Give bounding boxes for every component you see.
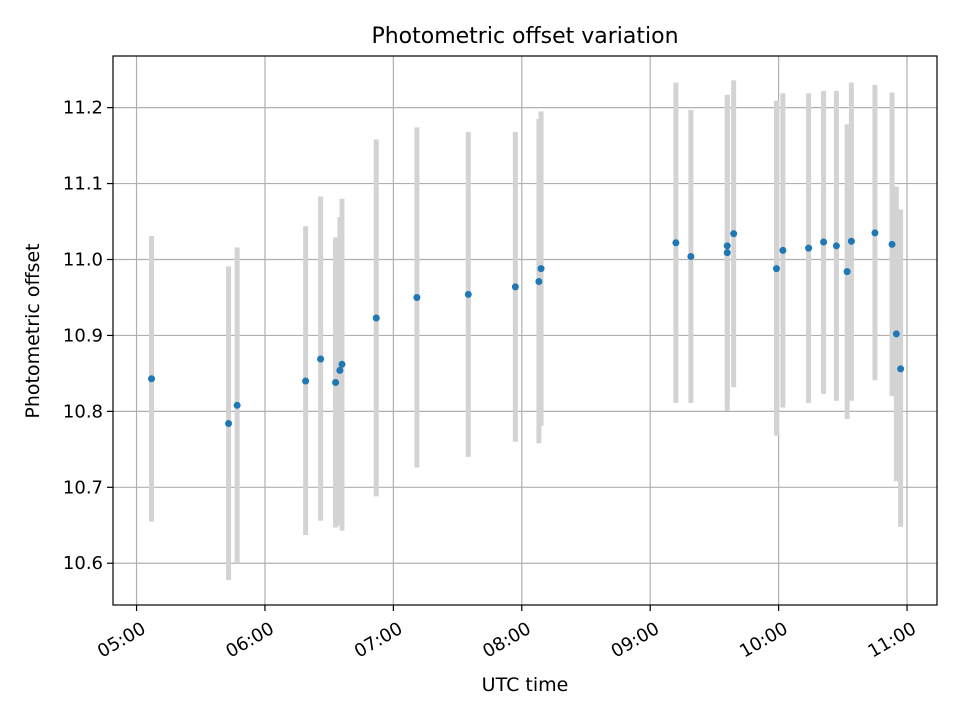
y-tick-label: 11.2 <box>63 98 103 119</box>
y-tick-label: 11.1 <box>63 174 103 195</box>
data-point <box>723 249 731 257</box>
data-point <box>779 246 787 254</box>
data-point <box>225 420 233 428</box>
data-point <box>537 265 545 273</box>
data-point <box>511 283 519 291</box>
data-point <box>772 265 780 273</box>
y-tick-label: 10.8 <box>63 401 103 422</box>
y-axis-label: Photometric offset <box>22 243 44 418</box>
data-point <box>332 379 340 387</box>
data-point <box>372 314 380 322</box>
x-axis-label: UTC time <box>482 674 569 696</box>
data-point <box>847 237 855 245</box>
data-point <box>464 290 472 298</box>
y-tick-label: 10.6 <box>63 553 103 574</box>
data-point <box>730 230 738 238</box>
data-point <box>871 229 879 237</box>
data-point <box>338 360 346 368</box>
y-tick-label: 10.7 <box>63 477 103 498</box>
plot-frame <box>112 55 938 606</box>
grid-lines <box>113 56 937 605</box>
data-point <box>888 240 896 248</box>
data-point <box>317 355 325 363</box>
data-points <box>148 229 905 428</box>
data-point <box>302 377 310 385</box>
data-point <box>820 238 828 246</box>
data-point <box>148 375 156 383</box>
data-point <box>233 401 241 409</box>
data-point <box>843 268 851 276</box>
data-point <box>723 242 731 250</box>
y-tick-label: 10.9 <box>63 325 103 346</box>
chart-title: Photometric offset variation <box>371 24 678 49</box>
data-point <box>687 252 695 260</box>
data-point <box>892 330 900 338</box>
data-point <box>805 244 813 252</box>
y-tick-label: 11.0 <box>63 250 103 271</box>
data-point <box>535 278 543 286</box>
data-point <box>336 366 344 374</box>
data-point <box>413 293 421 301</box>
data-point <box>832 242 840 250</box>
data-point <box>672 239 680 247</box>
data-point <box>897 365 905 373</box>
